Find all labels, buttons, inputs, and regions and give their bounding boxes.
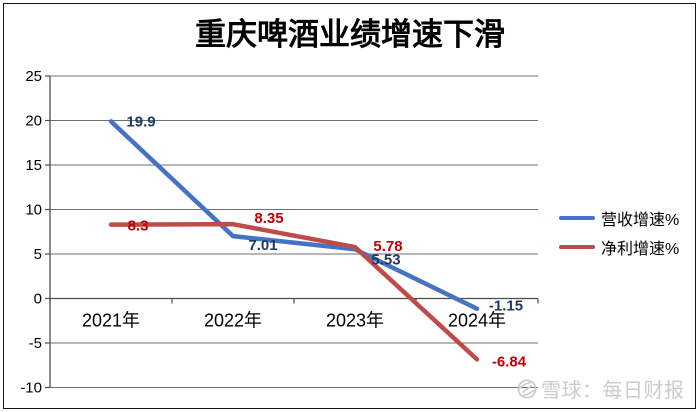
- x-axis-tick-label: 2024年: [448, 311, 506, 331]
- x-axis-tick-label: 2023年: [326, 311, 384, 331]
- x-axis-tick-label: 2021年: [82, 311, 140, 331]
- chart-title: 重庆啤酒业绩增速下滑: [195, 17, 505, 53]
- series-line: [108, 119, 480, 311]
- legend-item-revenue-growth: 营收增速%: [559, 207, 679, 229]
- watermark: 雪球：每日财报: [516, 374, 685, 403]
- data-point-label: 7.01: [248, 237, 277, 254]
- series-line: [108, 221, 480, 362]
- data-point-label: 8.35: [254, 210, 283, 227]
- y-axis-tick-label: 10: [25, 202, 42, 219]
- revenue-series-line-swatch: [559, 215, 595, 221]
- x-axis-tick-label: 2022年: [204, 311, 262, 331]
- y-axis-tick-label: 15: [25, 157, 42, 174]
- legend-label-net-profit-growth: 净利增速%: [601, 241, 680, 258]
- y-axis-tick-label: 5: [34, 246, 42, 263]
- legend-item-net-profit-growth: 净利增速%: [559, 236, 679, 258]
- y-axis-tick-label: -5: [29, 335, 42, 352]
- data-point-label: 5.78: [373, 238, 402, 255]
- y-axis-tick-label: 0: [34, 291, 42, 308]
- data-point-label: 5.53: [371, 251, 400, 268]
- data-point-label: -1.15: [489, 298, 523, 315]
- legend-label-revenue-growth: 营收增速%: [601, 212, 680, 229]
- y-axis-tick-label: -10: [20, 380, 42, 397]
- data-point-label: -6.84: [492, 353, 527, 370]
- data-point-label: 8.3: [128, 218, 149, 235]
- net-profit-series-line-swatch: [559, 244, 595, 250]
- watermark-text: 雪球：每日财报: [541, 380, 685, 402]
- chart-legend: 营收增速% 净利增速%: [559, 207, 679, 265]
- xueqiu-logo-icon: [517, 378, 537, 399]
- data-point-label: 19.9: [126, 113, 155, 130]
- y-axis-tick-label: 25: [25, 68, 42, 85]
- y-axis-tick-label: 20: [25, 113, 42, 130]
